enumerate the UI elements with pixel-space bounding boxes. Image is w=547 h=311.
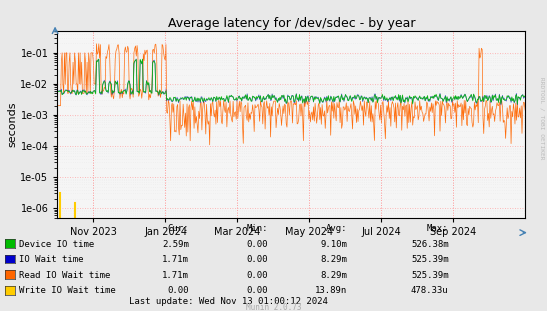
Text: 13.89n: 13.89n <box>315 286 347 295</box>
Text: Munin 2.0.73: Munin 2.0.73 <box>246 303 301 311</box>
Text: 525.39m: 525.39m <box>411 271 449 280</box>
Text: 0.00: 0.00 <box>247 240 268 248</box>
Text: 478.33u: 478.33u <box>411 286 449 295</box>
Text: 8.29m: 8.29m <box>321 255 347 264</box>
Text: 0.00: 0.00 <box>247 286 268 295</box>
Text: Last update: Wed Nov 13 01:00:12 2024: Last update: Wed Nov 13 01:00:12 2024 <box>129 297 328 306</box>
Text: 9.10m: 9.10m <box>321 240 347 248</box>
Text: 0.00: 0.00 <box>167 286 189 295</box>
Text: 1.71m: 1.71m <box>162 255 189 264</box>
Text: Max:: Max: <box>427 224 449 233</box>
Text: 525.39m: 525.39m <box>411 255 449 264</box>
Text: Cur:: Cur: <box>167 224 189 233</box>
Text: 1.71m: 1.71m <box>162 271 189 280</box>
Text: Write IO Wait time: Write IO Wait time <box>19 286 116 295</box>
Text: Device IO time: Device IO time <box>19 240 95 248</box>
Text: 0.00: 0.00 <box>247 271 268 280</box>
Y-axis label: seconds: seconds <box>8 102 18 147</box>
Text: IO Wait time: IO Wait time <box>19 255 84 264</box>
Text: 0.00: 0.00 <box>247 255 268 264</box>
Text: 8.29m: 8.29m <box>321 271 347 280</box>
Text: 526.38m: 526.38m <box>411 240 449 248</box>
Title: Average latency for /dev/sdec - by year: Average latency for /dev/sdec - by year <box>167 17 415 30</box>
Text: RRDTOOL / TOBI OETIKER: RRDTOOL / TOBI OETIKER <box>539 77 544 160</box>
Text: 2.59m: 2.59m <box>162 240 189 248</box>
Text: Read IO Wait time: Read IO Wait time <box>19 271 110 280</box>
Text: Avg:: Avg: <box>326 224 347 233</box>
Text: Min:: Min: <box>247 224 268 233</box>
